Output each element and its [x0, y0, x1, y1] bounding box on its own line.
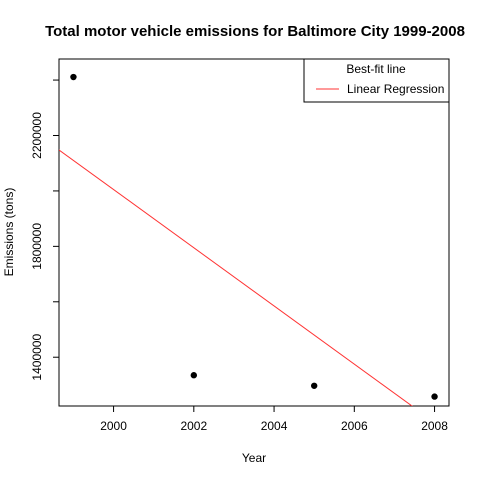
legend-heading: Best-fit line: [346, 62, 406, 76]
data-point: [190, 372, 198, 379]
regression-line-group: [59, 149, 413, 406]
data-point: [431, 393, 438, 400]
x-tick-label: 2002: [180, 419, 207, 433]
x-tick-label: 2008: [421, 419, 448, 433]
x-axis: 2000 2002 2004 2006 2008: [100, 406, 448, 433]
x-tick-label: 2000: [100, 419, 127, 433]
scatter-points: [70, 73, 438, 400]
x-axis-label: Year: [242, 451, 266, 465]
y-axis: 1400000 1800000 2200000: [30, 79, 59, 381]
x-tick-label: 2006: [341, 419, 368, 433]
legend: Best-fit line Linear Regression: [303, 58, 450, 103]
y-tick-label: 1800000: [30, 223, 44, 270]
y-tick-label: 2200000: [30, 112, 44, 159]
data-point: [70, 73, 77, 81]
legend-label-regression: Linear Regression: [347, 82, 444, 96]
regression-line: [59, 149, 413, 406]
chart-title: Total motor vehicle emissions for Baltim…: [45, 23, 465, 40]
plot-area-frame: [58, 58, 450, 407]
y-tick-label: 1400000: [30, 334, 44, 381]
y-axis-label: Emissions (tons): [2, 188, 16, 277]
x-tick-label: 2004: [261, 419, 288, 433]
data-point: [310, 382, 318, 389]
legend-box: [303, 58, 450, 103]
